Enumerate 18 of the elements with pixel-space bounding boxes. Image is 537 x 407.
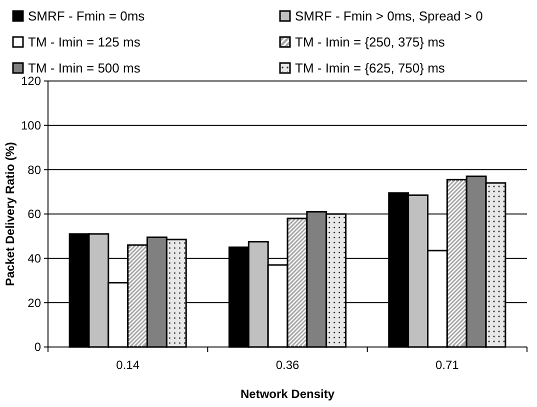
- y-axis-title: Packet Delivery Ratio (%): [3, 142, 17, 286]
- y-tick-label: 100: [20, 118, 42, 133]
- x-tick-label: 0.36: [276, 358, 300, 372]
- legend-label: TM - Imin = {250, 375} ms: [295, 34, 446, 50]
- y-tick-label: 40: [28, 252, 42, 266]
- y-tick-label: 20: [28, 296, 42, 310]
- y-tick-label: 80: [28, 162, 42, 177]
- y-tick-label: 60: [28, 207, 42, 222]
- legend-label: SMRF - Fmin > 0ms, Spread > 0: [295, 8, 483, 24]
- legend-label: TM - Imin = 500 ms: [28, 60, 141, 76]
- y-tick-label: 0: [34, 340, 42, 354]
- x-tick-label: 0.14: [116, 358, 140, 372]
- y-tick-label: 120: [20, 74, 42, 88]
- legend-label: SMRF - Fmin = 0ms: [28, 8, 146, 24]
- legend-label: TM - Imin = {625, 750} ms: [295, 60, 446, 76]
- x-axis-title: Network Density: [240, 387, 335, 401]
- legend-label: TM - Imin = 125 ms: [28, 34, 141, 50]
- x-tick-label: 0.71: [435, 358, 460, 372]
